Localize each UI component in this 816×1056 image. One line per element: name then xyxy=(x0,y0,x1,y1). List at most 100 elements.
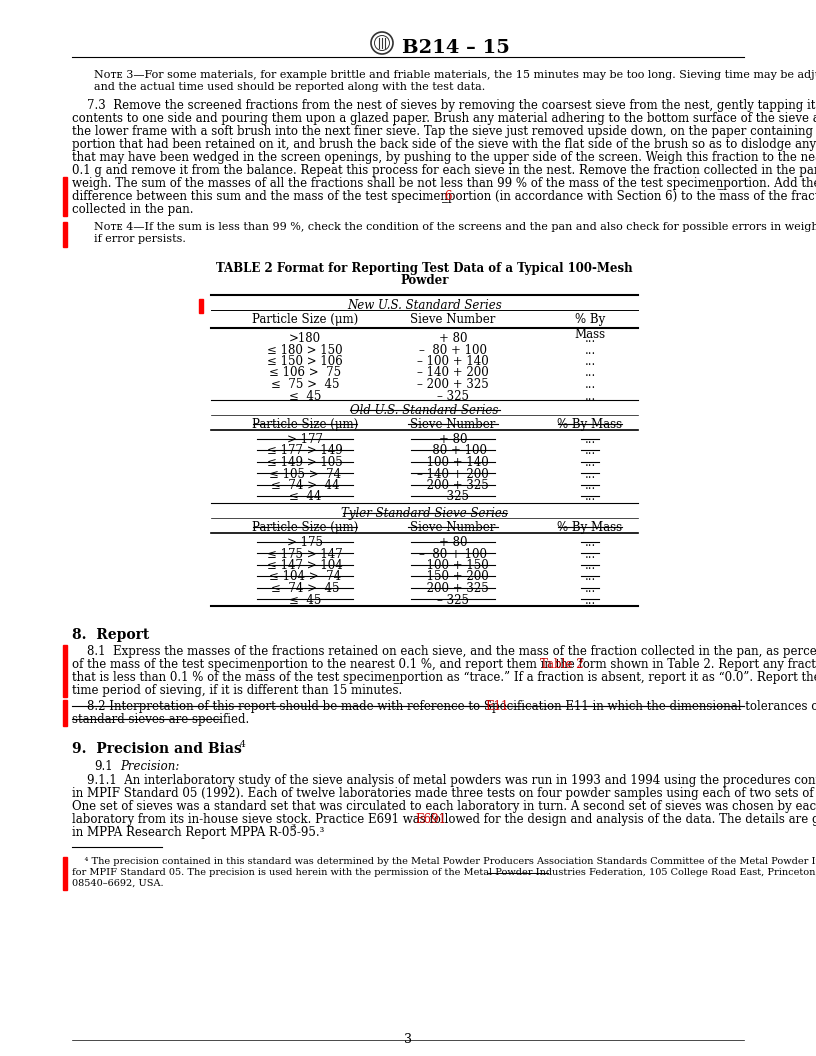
Text: ≤  74 >  45: ≤ 74 > 45 xyxy=(271,582,339,595)
Text: –  80 + 100: – 80 + 100 xyxy=(419,445,487,457)
Text: New U.S. Standard Series: New U.S. Standard Series xyxy=(347,299,502,312)
Text: Powder: Powder xyxy=(401,274,449,287)
Text: time period of sieving, if it is different than 15 minutes.: time period of sieving, if it is differe… xyxy=(72,684,402,697)
Text: One set of sieves was a standard set that was circulated to each laboratory in t: One set of sieves was a standard set tha… xyxy=(72,800,816,813)
Text: – 325: – 325 xyxy=(437,390,469,402)
Text: ...: ... xyxy=(584,570,596,584)
Text: > 177: > 177 xyxy=(287,433,323,446)
Text: E691: E691 xyxy=(415,813,446,826)
Text: ≤  75 >  45: ≤ 75 > 45 xyxy=(271,378,339,391)
Text: laboratory from its in-house sieve stock. Practice E691 was followed for the des: laboratory from its in-house sieve stock… xyxy=(72,813,816,826)
Text: the lower frame with a soft brush into the next finer sieve. Tap the sieve just : the lower frame with a soft brush into t… xyxy=(72,125,816,138)
Text: ...: ... xyxy=(584,445,596,457)
Text: B214 – 15: B214 – 15 xyxy=(402,39,510,57)
Text: ≤ 106 >  75: ≤ 106 > 75 xyxy=(269,366,341,379)
Text: ≤ 147 > 104: ≤ 147 > 104 xyxy=(267,559,343,572)
Text: Sieve Number: Sieve Number xyxy=(410,418,495,431)
Text: 9.1.1  An interlaboratory study of the sieve analysis of metal powders was run i: 9.1.1 An interlaboratory study of the si… xyxy=(72,774,816,787)
Bar xyxy=(63,857,67,890)
Text: ...: ... xyxy=(584,593,596,606)
Text: Nᴏᴛᴇ 3—For some materials, for example brittle and friable materials, the 15 min: Nᴏᴛᴇ 3—For some materials, for example b… xyxy=(94,70,816,80)
Text: of the mass of the test specimen̲portion to the nearest 0.1 %, and report them i: of the mass of the test specimen̲portion… xyxy=(72,658,816,671)
Text: Table 2: Table 2 xyxy=(540,658,583,671)
Text: ...: ... xyxy=(584,343,596,357)
Text: that may have been wedged in the screen openings, by pushing to the upper side o: that may have been wedged in the screen … xyxy=(72,151,816,164)
Text: + 80: + 80 xyxy=(439,536,468,549)
Text: that is less than 0.1 % of the mass of the test specimen̲portion as “trace.” If : that is less than 0.1 % of the mass of t… xyxy=(72,671,816,684)
Text: ...: ... xyxy=(584,490,596,504)
Text: weigh. The sum of the masses of all the fractions shall be not less than 99 % of: weigh. The sum of the masses of all the … xyxy=(72,177,816,190)
Text: collected in the pan.: collected in the pan. xyxy=(72,203,193,216)
Text: – 325: – 325 xyxy=(437,593,469,606)
Bar xyxy=(63,700,67,727)
Text: ≤ 104 >  74: ≤ 104 > 74 xyxy=(269,570,341,584)
Text: + 80: + 80 xyxy=(439,332,468,345)
Text: ≤  45: ≤ 45 xyxy=(289,593,322,606)
Text: ≤ 105 >  74: ≤ 105 > 74 xyxy=(269,468,341,480)
Text: ≤ 150 > 106: ≤ 150 > 106 xyxy=(267,355,343,367)
Text: Sieve Number: Sieve Number xyxy=(410,521,495,534)
Text: ≤  44: ≤ 44 xyxy=(289,490,322,504)
Text: % By
Mass: % By Mass xyxy=(574,313,605,341)
Text: 8.  Report: 8. Report xyxy=(72,628,149,642)
Text: ...: ... xyxy=(584,547,596,561)
Text: difference between this sum and the mass of the test specimen̲portion (in accord: difference between this sum and the mass… xyxy=(72,190,816,203)
Text: Particle Size (μm): Particle Size (μm) xyxy=(252,313,358,326)
Text: – 100 + 140: – 100 + 140 xyxy=(417,456,489,469)
Bar xyxy=(199,299,203,313)
Text: ...: ... xyxy=(584,536,596,549)
Text: – 140 + 200: – 140 + 200 xyxy=(417,366,489,379)
Text: contents to one side and pouring them upon a glazed paper. Brush any material ad: contents to one side and pouring them up… xyxy=(72,112,816,125)
Text: – 140 + 200: – 140 + 200 xyxy=(417,468,489,480)
Text: –  80 + 100: – 80 + 100 xyxy=(419,343,487,357)
Text: – 150 + 200: – 150 + 200 xyxy=(417,570,489,584)
Text: Old U.S. Standard Series: Old U.S. Standard Series xyxy=(350,404,499,417)
Text: ...: ... xyxy=(584,332,596,345)
Text: ≤ 180 > 150: ≤ 180 > 150 xyxy=(267,343,343,357)
Text: ...: ... xyxy=(584,366,596,379)
Text: > 175: > 175 xyxy=(287,536,323,549)
Text: – 200 + 325: – 200 + 325 xyxy=(417,582,489,595)
Text: – 200 + 325: – 200 + 325 xyxy=(417,378,489,391)
Text: ...: ... xyxy=(584,559,596,572)
Text: TABLE 2 Format for Reporting Test Data of a Typical 100-Mesh: TABLE 2 Format for Reporting Test Data o… xyxy=(216,262,633,275)
Text: 3: 3 xyxy=(404,1033,412,1046)
Text: >180: >180 xyxy=(289,332,321,345)
Text: 3: 3 xyxy=(290,823,295,831)
Text: ...: ... xyxy=(584,468,596,480)
Bar xyxy=(63,177,67,216)
Text: – 100 + 150: – 100 + 150 xyxy=(417,559,489,572)
Text: 9.  Precision and Bias: 9. Precision and Bias xyxy=(72,742,242,756)
Text: Sieve Number: Sieve Number xyxy=(410,313,495,326)
Text: ⁴ The precision contained in this standard was determined by the Metal Powder Pr: ⁴ The precision contained in this standa… xyxy=(72,857,816,866)
Bar xyxy=(63,645,67,697)
Text: –  80 + 100: – 80 + 100 xyxy=(419,547,487,561)
Text: 6: 6 xyxy=(444,190,451,203)
Text: + 80: + 80 xyxy=(439,433,468,446)
Text: ...: ... xyxy=(584,378,596,391)
Text: 9.1: 9.1 xyxy=(94,760,113,773)
Text: 0.1 g and remove it from the balance. Repeat this process for each sieve in the : 0.1 g and remove it from the balance. Re… xyxy=(72,164,816,177)
Text: Particle Size (μm): Particle Size (μm) xyxy=(252,521,358,534)
Bar xyxy=(63,222,67,247)
Text: ...: ... xyxy=(584,582,596,595)
Text: 08540–6692, USA.: 08540–6692, USA. xyxy=(72,879,164,888)
Text: ...: ... xyxy=(584,479,596,492)
Text: 8.2 Interpretation of this report should be made with reference to Specification: 8.2 Interpretation of this report should… xyxy=(72,700,816,713)
Text: Particle Size (μm): Particle Size (μm) xyxy=(252,418,358,431)
Text: ≤  45: ≤ 45 xyxy=(289,390,322,402)
Text: Precision:: Precision: xyxy=(120,760,180,773)
Text: standard sieves are specified.: standard sieves are specified. xyxy=(72,713,249,727)
Text: ≤ 177 > 149: ≤ 177 > 149 xyxy=(267,445,343,457)
Text: – 325: – 325 xyxy=(437,490,469,504)
Text: 4: 4 xyxy=(240,740,246,749)
Text: and the actual time used should be reported along with the test data.: and the actual time used should be repor… xyxy=(94,82,486,92)
Text: E11: E11 xyxy=(485,700,508,713)
Text: ...: ... xyxy=(584,390,596,402)
Text: – 200 + 325: – 200 + 325 xyxy=(417,479,489,492)
Text: % By Mass: % By Mass xyxy=(557,521,623,534)
Text: – 100 + 140: – 100 + 140 xyxy=(417,355,489,367)
Text: 8.1  Express the masses of the fractions retained on each sieve, and the mass of: 8.1 Express the masses of the fractions … xyxy=(72,645,816,658)
Text: in MPPA Research Report MPPA R-05-95.³: in MPPA Research Report MPPA R-05-95.³ xyxy=(72,826,325,840)
Text: ≤ 149 > 105: ≤ 149 > 105 xyxy=(267,456,343,469)
